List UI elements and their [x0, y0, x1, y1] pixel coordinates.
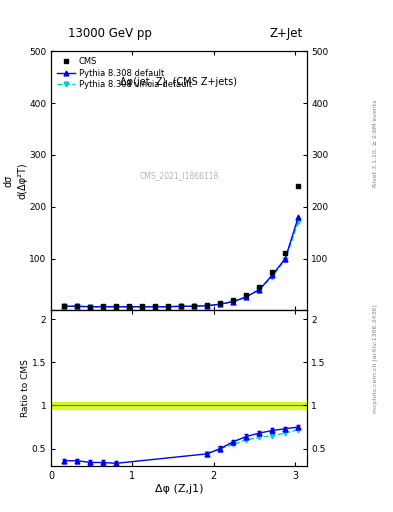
- CMS: [218, 300, 222, 306]
- Pythia 8.308 default: [101, 304, 105, 310]
- Pythia 8.308 default: [75, 303, 79, 309]
- Pythia 8.308 default: [205, 303, 209, 309]
- Pythia 8.308 vincia-default: [101, 304, 105, 310]
- Pythia 8.308 default: [283, 255, 288, 262]
- Text: Δφ(jet, Z)  (CMS Z+jets): Δφ(jet, Z) (CMS Z+jets): [120, 77, 237, 87]
- CMS: [179, 303, 184, 309]
- CMS: [270, 268, 275, 274]
- Text: Rivet 3.1.10, ≥ 2.6M events: Rivet 3.1.10, ≥ 2.6M events: [373, 100, 378, 187]
- Pythia 8.308 vincia-default: [114, 304, 119, 310]
- CMS: [205, 302, 209, 308]
- CMS: [257, 284, 262, 290]
- Pythia 8.308 vincia-default: [166, 304, 171, 310]
- CMS: [62, 303, 66, 309]
- Pythia 8.308 vincia-default: [75, 303, 79, 309]
- CMS: [166, 303, 171, 309]
- Pythia 8.308 default: [114, 304, 119, 310]
- Pythia 8.308 default: [296, 214, 301, 220]
- Text: CMS_2021_I1866118: CMS_2021_I1866118: [139, 171, 219, 180]
- Pythia 8.308 default: [127, 304, 132, 310]
- Pythia 8.308 vincia-default: [140, 304, 145, 310]
- Pythia 8.308 vincia-default: [179, 303, 184, 309]
- Legend: CMS, Pythia 8.308 default, Pythia 8.308 vincia-default: CMS, Pythia 8.308 default, Pythia 8.308 …: [55, 55, 193, 91]
- Line: CMS: CMS: [62, 184, 301, 309]
- Text: Z+Jet: Z+Jet: [269, 27, 303, 40]
- Line: Pythia 8.308 vincia-default: Pythia 8.308 vincia-default: [62, 220, 301, 309]
- Pythia 8.308 default: [140, 304, 145, 310]
- CMS: [296, 183, 301, 189]
- Pythia 8.308 default: [62, 303, 66, 309]
- CMS: [231, 297, 235, 303]
- Pythia 8.308 default: [231, 298, 235, 305]
- CMS: [75, 303, 79, 309]
- X-axis label: Δφ (Z,j1): Δφ (Z,j1): [154, 483, 203, 494]
- Text: 13000 GeV pp: 13000 GeV pp: [68, 27, 152, 40]
- CMS: [114, 303, 119, 309]
- Pythia 8.308 default: [153, 304, 158, 310]
- CMS: [101, 303, 105, 309]
- Pythia 8.308 default: [88, 304, 92, 310]
- Pythia 8.308 vincia-default: [192, 303, 196, 309]
- Y-axis label: dσ
d(Δφ²T): dσ d(Δφ²T): [4, 162, 28, 199]
- Pythia 8.308 default: [166, 304, 171, 310]
- CMS: [127, 303, 132, 309]
- Bar: [51, 402, 307, 409]
- Pythia 8.308 vincia-default: [127, 304, 132, 310]
- Pythia 8.308 vincia-default: [62, 303, 66, 309]
- Pythia 8.308 vincia-default: [205, 303, 209, 309]
- Pythia 8.308 default: [218, 301, 222, 307]
- Pythia 8.308 vincia-default: [231, 298, 235, 305]
- Pythia 8.308 vincia-default: [257, 287, 262, 293]
- Pythia 8.308 default: [244, 294, 249, 300]
- Pythia 8.308 vincia-default: [244, 294, 249, 300]
- CMS: [88, 304, 92, 310]
- Text: mcplots.cern.ch [arXiv:1306.3436]: mcplots.cern.ch [arXiv:1306.3436]: [373, 304, 378, 413]
- Y-axis label: Ratio to CMS: Ratio to CMS: [22, 359, 31, 417]
- CMS: [140, 303, 145, 309]
- Pythia 8.308 vincia-default: [283, 257, 288, 263]
- Pythia 8.308 vincia-default: [153, 304, 158, 310]
- Pythia 8.308 vincia-default: [218, 301, 222, 307]
- Pythia 8.308 vincia-default: [88, 304, 92, 310]
- CMS: [283, 250, 288, 257]
- CMS: [192, 303, 196, 309]
- CMS: [244, 292, 249, 298]
- Pythia 8.308 vincia-default: [270, 273, 275, 280]
- Pythia 8.308 default: [270, 272, 275, 278]
- Pythia 8.308 default: [192, 303, 196, 309]
- Pythia 8.308 default: [257, 287, 262, 293]
- Pythia 8.308 vincia-default: [296, 219, 301, 225]
- Pythia 8.308 default: [179, 303, 184, 309]
- Line: Pythia 8.308 default: Pythia 8.308 default: [62, 215, 301, 309]
- CMS: [153, 303, 158, 309]
